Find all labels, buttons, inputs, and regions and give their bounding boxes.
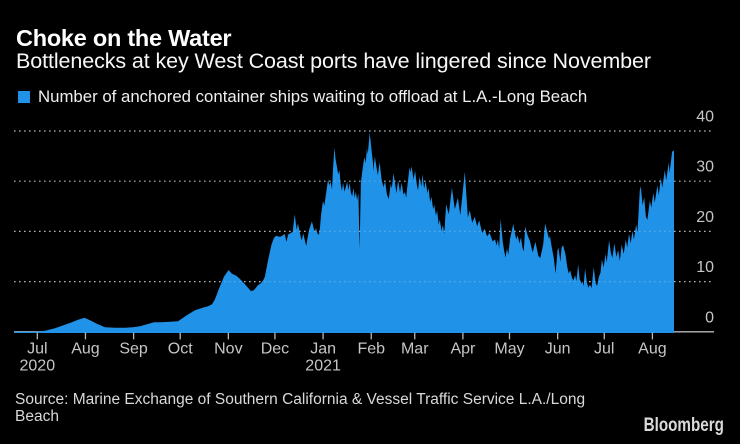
year-label-0: 2020 xyxy=(20,358,56,375)
y-axis-label-10: 10 xyxy=(696,259,714,276)
year-label-1: 2021 xyxy=(305,358,341,375)
x-axis-label-1: Aug xyxy=(71,341,99,358)
x-axis-label-7: Feb xyxy=(357,341,385,358)
x-axis-label-2: Sep xyxy=(119,341,148,358)
x-axis-label-13: Aug xyxy=(638,341,666,358)
x-axis-label-5: Dec xyxy=(261,341,289,358)
legend-label: Number of anchored container ships waiti… xyxy=(38,86,588,106)
bloomberg-logo: Bloomberg xyxy=(643,414,724,436)
x-axis-label-3: Oct xyxy=(168,341,193,358)
x-axis-label-10: May xyxy=(494,341,524,358)
x-axis-label-12: Jul xyxy=(594,341,614,358)
y-axis-label-40: 40 xyxy=(696,109,714,126)
chart-subtitle: Bottlenecks at key West Coast ports have… xyxy=(16,49,651,73)
x-axis-label-6: Jan xyxy=(310,341,336,358)
chart-title: Choke on the Water xyxy=(16,25,232,51)
x-axis-label-8: Mar xyxy=(401,341,429,358)
legend-swatch xyxy=(18,90,30,103)
x-axis-label-9: Apr xyxy=(450,341,476,358)
legend: Number of anchored container ships waiti… xyxy=(18,87,587,106)
x-axis-label-11: Jun xyxy=(545,341,571,358)
y-axis-label-30: 30 xyxy=(696,159,714,176)
source-note: Source: Marine Exchange of Southern Cali… xyxy=(15,391,586,425)
x-axis-label-0: Jul xyxy=(27,341,47,358)
x-axis-label-4: Nov xyxy=(214,341,242,358)
y-axis-label-20: 20 xyxy=(696,209,714,226)
series-area xyxy=(14,132,674,333)
y-axis-label-0: 0 xyxy=(705,309,714,326)
